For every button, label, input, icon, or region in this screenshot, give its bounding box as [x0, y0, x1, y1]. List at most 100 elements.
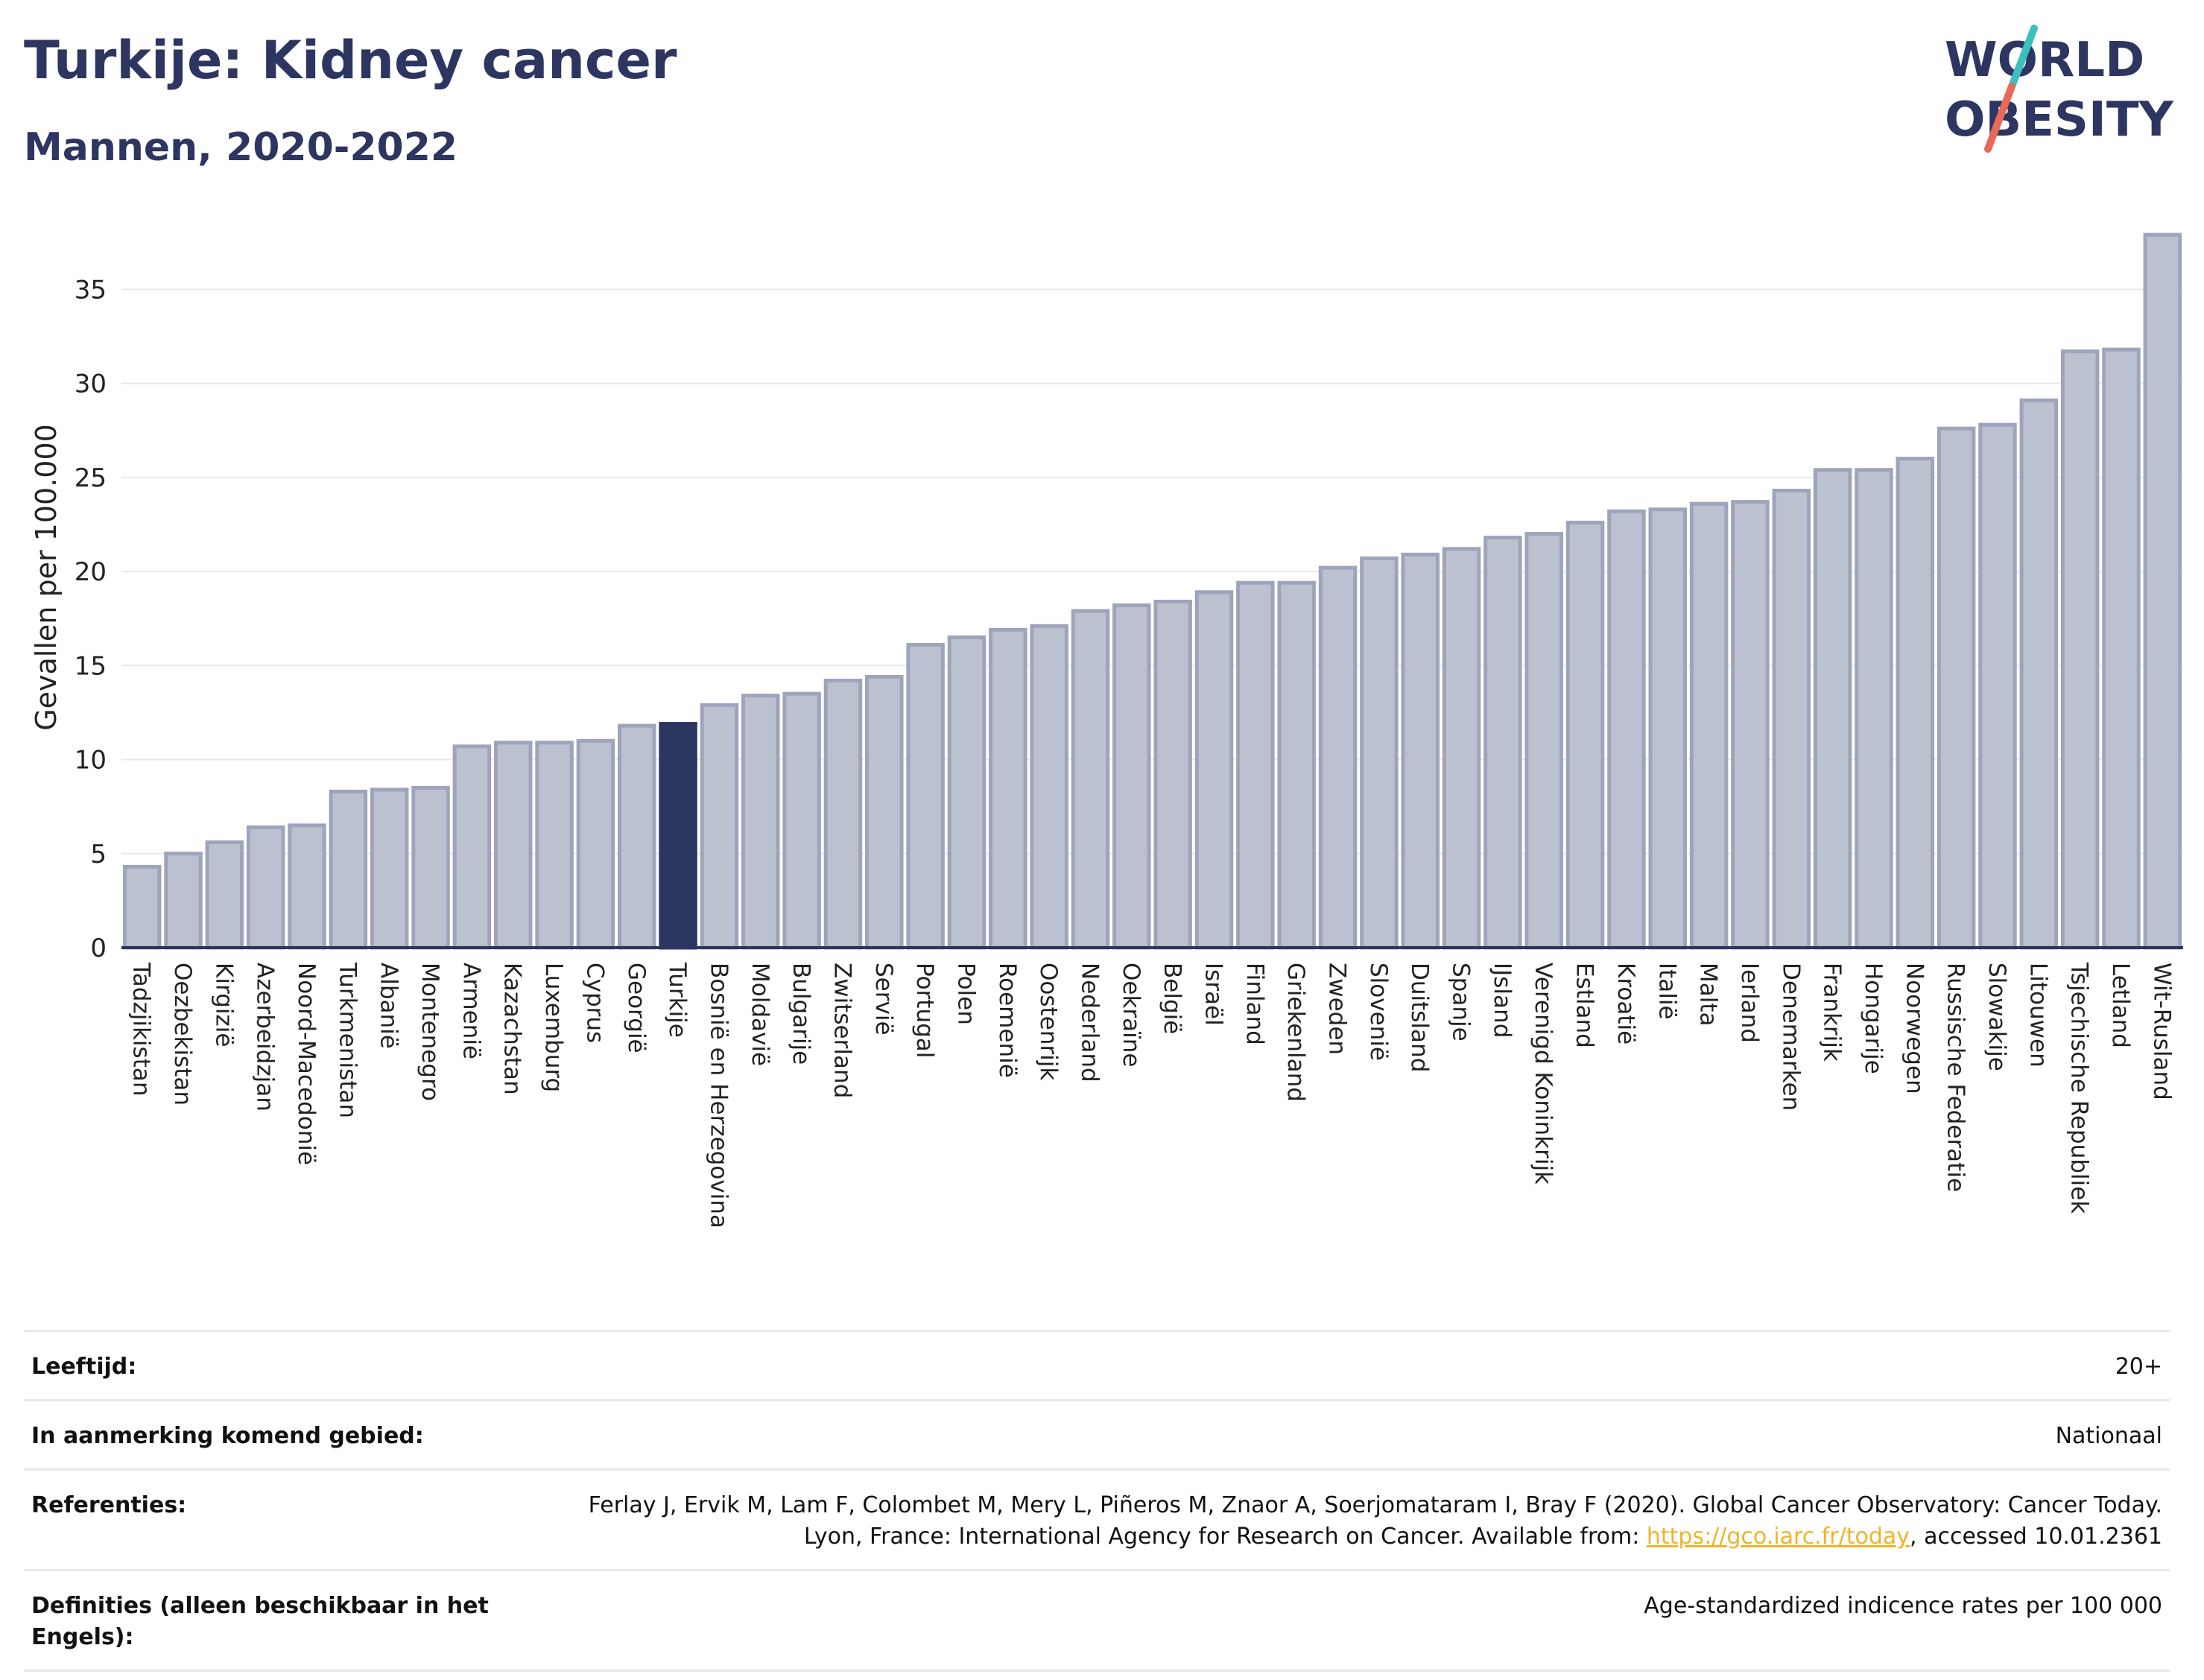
x-tick-label: België [1159, 963, 1185, 1034]
x-tick-label: Bosnië en Herzegovina [705, 963, 732, 1229]
x-tick-label: IJsland [1489, 963, 1516, 1038]
page-title: Turkije: Kidney cancer [24, 30, 677, 91]
x-tick-label: Ierland [1736, 963, 1763, 1043]
x-tick-label: Servië [870, 963, 897, 1036]
bar [1772, 489, 1811, 950]
x-tick-label: Oezbekistan [169, 963, 196, 1106]
y-tick-label: 0 [90, 933, 107, 963]
logo-line1: WORLD [1945, 33, 2144, 88]
bar [1277, 580, 1316, 950]
bar [1896, 457, 1935, 950]
bar [370, 787, 409, 950]
x-tick-label: Russische Federatie [1942, 963, 1969, 1192]
x-tick-label: Griekenland [1282, 963, 1309, 1102]
x-tick-label: Albanië [376, 963, 402, 1049]
bar [535, 741, 574, 950]
y-axis-label: Gevallen per 100.000 [30, 424, 63, 731]
info-key-area: In aanmerking komend gebied: [31, 1423, 424, 1449]
bars [122, 232, 2182, 950]
x-tick-label: Turkije [664, 962, 691, 1038]
bar [947, 635, 987, 950]
bar [288, 823, 326, 950]
bar [1442, 547, 1481, 950]
bar [2019, 398, 2059, 950]
y-tick-label: 30 [75, 370, 107, 399]
bar [865, 674, 904, 950]
x-tick-label: Malta [1695, 963, 1722, 1027]
x-tick-label: Finland [1241, 963, 1268, 1045]
info-key-age: Leeftijd: [31, 1354, 137, 1380]
x-tick-label: Cyprus [581, 963, 608, 1043]
bar [1937, 426, 1976, 950]
x-tick-label: Slowakije [1983, 963, 2010, 1071]
bar [1483, 536, 1522, 950]
x-tick-label: Luxemburg [540, 963, 567, 1092]
x-tick-label: Wit-Rusland [2148, 963, 2175, 1100]
bar [1360, 556, 1399, 950]
bar [906, 643, 945, 950]
bar [246, 825, 285, 950]
bar [1153, 599, 1192, 950]
x-tick-label: Kazachstan [499, 963, 526, 1095]
bar [741, 694, 780, 950]
bar [1978, 422, 2017, 950]
x-tick-label: Oekraïne [1118, 963, 1144, 1068]
x-tick-label: Georgië [623, 963, 650, 1053]
logo-slash-bottom [1984, 83, 2015, 153]
reference-accessed: , accessed 10.01.2361 [1910, 1524, 2162, 1550]
info-row-area: In aanmerking komend gebied: Nationaal [24, 1399, 2170, 1468]
info-row-age: Leeftijd: 20+ [24, 1330, 2170, 1399]
x-tick-label: Zwitserland [829, 963, 855, 1098]
x-tick-label: Montenegro [417, 963, 443, 1101]
bar [1071, 609, 1110, 950]
x-tick-label: Litouwen [2024, 963, 2051, 1068]
bar [1648, 507, 1687, 950]
x-tick-label: Tsjechische Republiek [2066, 962, 2093, 1214]
info-table: Leeftijd: 20+ In aanmerking komend gebie… [24, 1330, 2170, 1672]
info-row-definitions: Definities (alleen beschikbaar in het En… [24, 1569, 2170, 1672]
info-value-references: Ferlay J, Ervik M, Lam F, Colombet M, Me… [560, 1490, 2162, 1553]
x-tick-label: Oostenrijk [1035, 963, 1062, 1080]
bar [823, 678, 863, 950]
bar [1565, 520, 1605, 950]
bar [989, 627, 1027, 950]
bar [1607, 509, 1646, 950]
x-tick-label: Azerbeidzjan [252, 963, 279, 1112]
bar [2060, 349, 2100, 950]
x-tick-label: Portugal [911, 963, 938, 1058]
x-tick-label: Kroatië [1612, 963, 1639, 1045]
bar [782, 691, 821, 950]
x-tick-label: Verenigd Koninkrijk [1530, 963, 1557, 1185]
x-tick-label: Kirgizië [210, 963, 237, 1047]
bar [1524, 532, 1563, 950]
x-tick-label: Nederland [1076, 963, 1103, 1083]
x-tick-label: Israël [1200, 963, 1227, 1026]
bar [205, 840, 244, 950]
x-tick-label: Slovenië [1365, 963, 1392, 1061]
world-obesity-logo: WORLD OBESITY [1945, 25, 2173, 153]
x-tick-label: Moldavië [747, 963, 773, 1066]
bar [576, 738, 615, 950]
bar [1855, 468, 1893, 950]
x-tick-label: Noord-Macedonië [293, 963, 320, 1165]
x-tick-label: Hongarije [1860, 963, 1887, 1074]
bar [1731, 500, 1770, 950]
y-tick-label: 25 [75, 463, 107, 493]
y-tick-label: 5 [90, 840, 107, 869]
bar [1112, 603, 1151, 950]
info-value-age: 20+ [2115, 1354, 2162, 1380]
bar [618, 723, 656, 950]
x-tick-label: Denemarken [1777, 963, 1804, 1111]
page-subtitle: Mannen, 2020-2022 [24, 125, 458, 170]
bar [1401, 552, 1440, 950]
reference-link[interactable]: https://gco.iarc.fr/today [1646, 1524, 1910, 1550]
bar [411, 785, 450, 950]
x-tick-label: Armenië [457, 963, 484, 1059]
bar [1030, 624, 1068, 950]
bar-chart: 0 5 10 15 20 25 30 35 Tadzjikistan Oezbekistan Kir… [30, 232, 2183, 1229]
bar [122, 864, 162, 950]
x-tick-label: Letland [2107, 963, 2134, 1048]
info-key-references: Referenties: [31, 1492, 187, 1518]
x-tick-label: Polen [952, 963, 979, 1025]
info-value-definitions: Age-standardized indicence rates per 100… [1644, 1593, 2162, 1619]
